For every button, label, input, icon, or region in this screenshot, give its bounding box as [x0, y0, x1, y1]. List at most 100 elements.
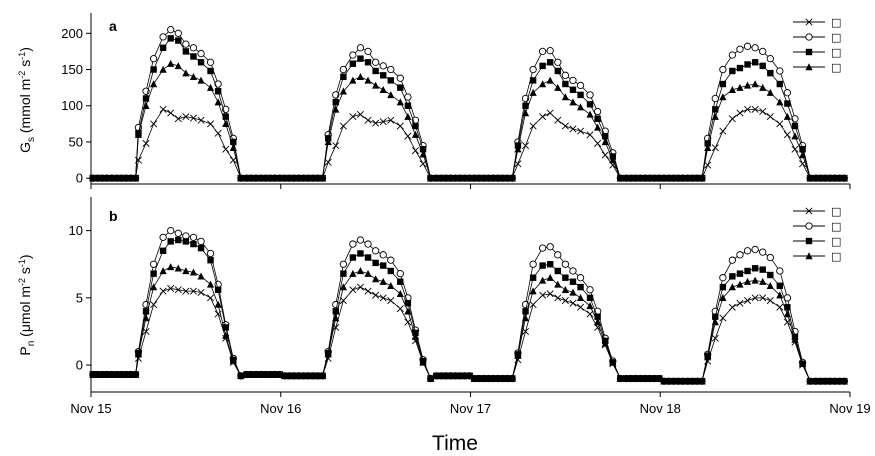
- data-point: [167, 284, 175, 292]
- data-point: [569, 278, 577, 285]
- data-point: [791, 335, 799, 343]
- data-point: [508, 174, 516, 182]
- data-point: [728, 115, 736, 123]
- data-point: [242, 174, 251, 182]
- data-point: [364, 269, 372, 277]
- data-point: [364, 240, 372, 248]
- data-point: [586, 131, 594, 139]
- data-point: [207, 67, 214, 75]
- data-point: [189, 72, 198, 80]
- data-point: [546, 47, 554, 55]
- data-point: [776, 120, 784, 128]
- data-point: [660, 174, 668, 182]
- data-point: [387, 116, 395, 124]
- data-point: [776, 303, 784, 311]
- data-point: [704, 140, 711, 147]
- data-point: [627, 374, 635, 382]
- data-point: [693, 377, 701, 385]
- data-point: [743, 277, 752, 285]
- data-point: [189, 287, 197, 295]
- data-point: [751, 276, 759, 284]
- data-point: [404, 132, 412, 140]
- data-point: [372, 67, 379, 75]
- data-point: [812, 377, 820, 385]
- data-point: [304, 372, 312, 380]
- data-point: [766, 297, 774, 305]
- data-point: [150, 66, 157, 73]
- data-point: [206, 58, 215, 66]
- data-point: [349, 60, 357, 67]
- data-point: [480, 174, 488, 182]
- data-point: [332, 314, 340, 322]
- data-point: [189, 44, 198, 52]
- data-point: [242, 370, 251, 378]
- data-point: [776, 291, 784, 299]
- data-point: [189, 233, 198, 241]
- data-point: [456, 174, 464, 182]
- data-point: [247, 174, 255, 182]
- data-point: [437, 174, 445, 182]
- x-tick-label: Nov 15: [70, 401, 111, 416]
- data-point: [508, 374, 516, 382]
- data-point: [371, 247, 380, 255]
- data-point: [475, 174, 483, 182]
- panel-a-legend: □ □ □ □: [793, 16, 841, 74]
- data-point: [783, 89, 792, 97]
- data-point: [669, 174, 678, 182]
- data-point: [759, 266, 766, 273]
- data-point: [729, 67, 736, 75]
- y-tick-label: 10: [69, 223, 83, 238]
- data-point: [456, 372, 464, 380]
- data-point: [494, 374, 502, 382]
- data-point: [711, 334, 719, 342]
- data-point: [150, 301, 158, 309]
- data-point: [539, 291, 547, 299]
- data-point: [174, 115, 182, 123]
- data-point: [387, 256, 395, 264]
- data-point: [751, 59, 759, 66]
- data-point: [134, 350, 143, 358]
- data-point: [285, 372, 293, 380]
- data-point: [736, 270, 744, 277]
- data-point: [561, 71, 570, 79]
- data-point: [379, 277, 387, 285]
- data-point: [304, 174, 312, 182]
- data-point: [783, 131, 791, 139]
- data-point: [94, 174, 102, 182]
- data-point: [131, 174, 140, 182]
- data-point: [142, 308, 150, 315]
- data-point: [744, 297, 752, 305]
- data-point: [728, 51, 737, 59]
- data-point: [577, 127, 585, 135]
- data-point: [561, 297, 569, 305]
- data-point: [784, 304, 791, 311]
- data-point: [167, 226, 175, 235]
- data-point: [94, 370, 102, 378]
- data-point: [339, 283, 347, 291]
- data-point: [728, 256, 737, 264]
- data-point: [290, 372, 298, 380]
- data-point: [684, 174, 692, 182]
- data-point: [214, 80, 222, 88]
- legend-marker: [805, 252, 813, 260]
- data-point: [318, 372, 327, 380]
- data-point: [167, 59, 175, 67]
- data-point: [798, 151, 807, 159]
- data-point: [214, 286, 222, 293]
- data-point: [665, 174, 673, 182]
- data-point: [197, 49, 205, 58]
- data-point: [759, 294, 767, 302]
- data-point: [636, 374, 644, 382]
- panel-b-y-label: Pn (μmol m-2 s-1): [17, 254, 37, 355]
- data-point: [554, 294, 562, 302]
- data-point: [229, 143, 237, 151]
- data-point: [736, 280, 744, 288]
- series-cross: [89, 283, 848, 385]
- data-point: [736, 64, 744, 72]
- data-point: [569, 288, 577, 296]
- data-point: [646, 374, 654, 382]
- data-point: [674, 174, 682, 182]
- data-point: [142, 139, 150, 147]
- data-point: [655, 374, 663, 382]
- panel-b-y-ticks: 0 5 10: [69, 223, 91, 373]
